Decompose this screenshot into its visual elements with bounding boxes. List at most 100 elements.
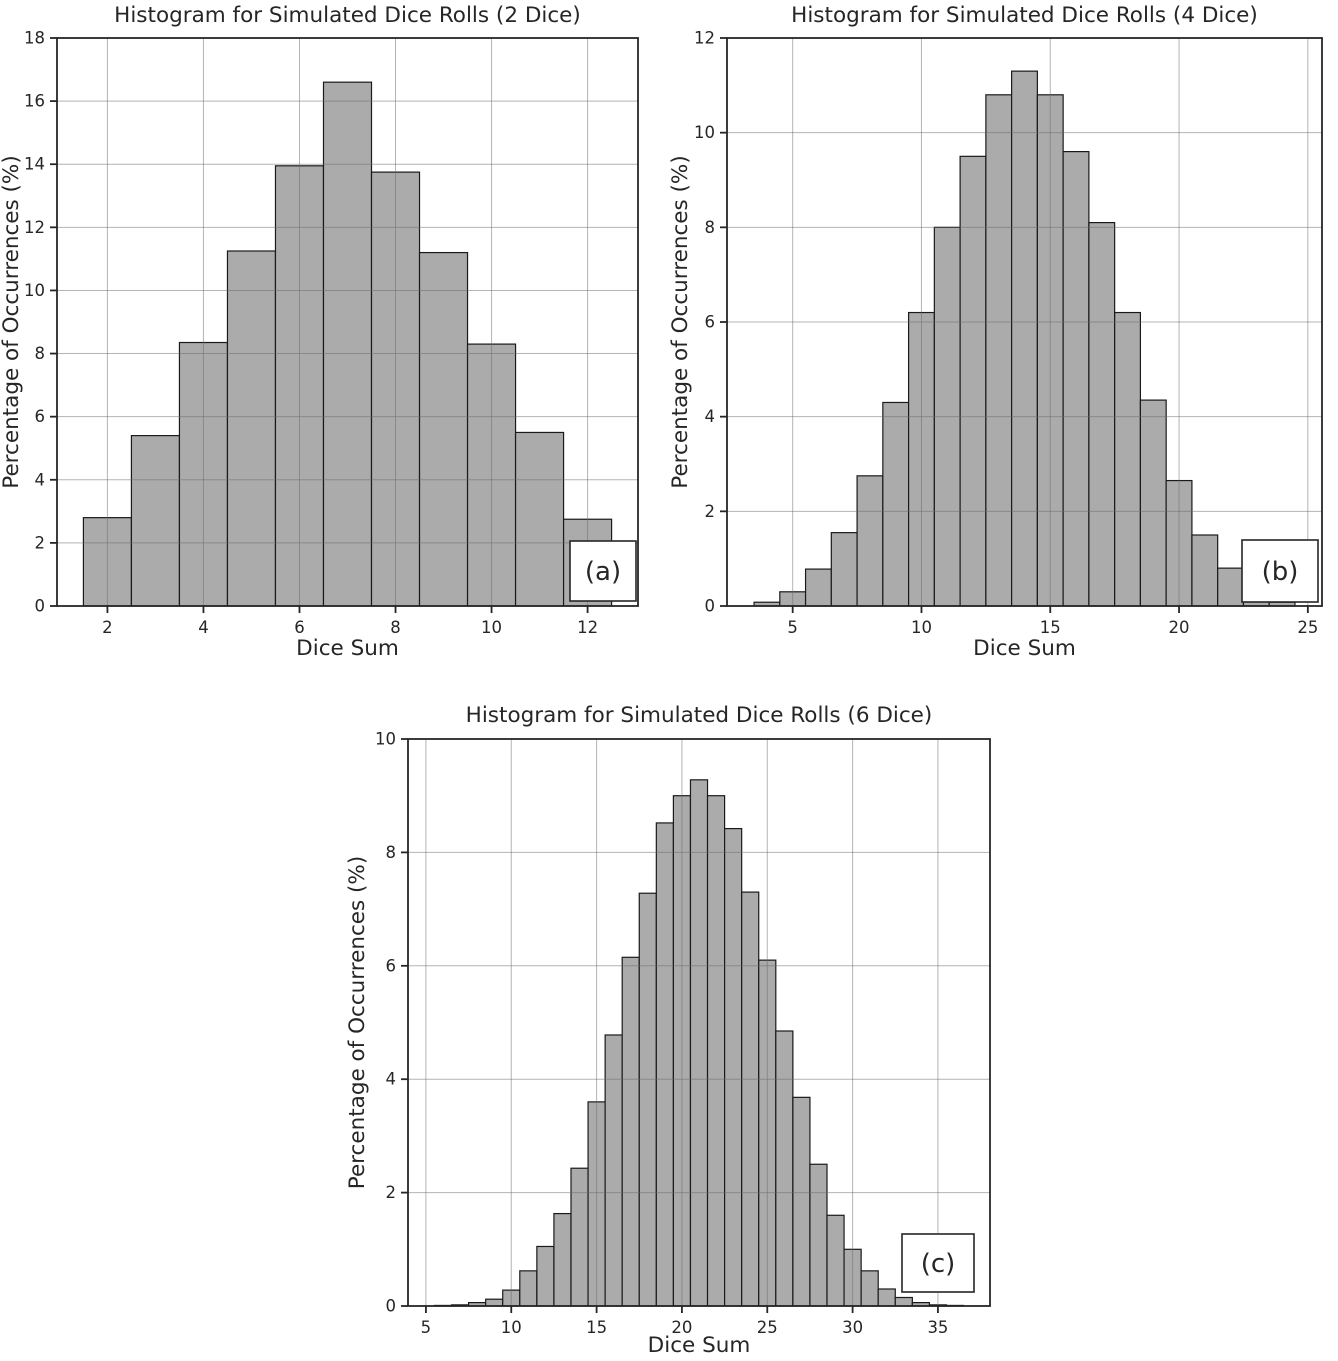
histogram-bar — [638, 892, 657, 1307]
x-tick-label: 30 — [842, 1318, 863, 1337]
bars-group — [433, 779, 965, 1307]
histogram-bar — [1191, 534, 1219, 607]
tick-labels: 5 10 15 20 25 30 35 0 2 4 6 8 10 — [375, 730, 948, 1338]
y-tick-label: 6 — [35, 407, 46, 426]
histogram-bar — [804, 568, 832, 607]
y-tick-label: 4 — [705, 407, 716, 426]
x-axis-label: Dice Sum — [296, 636, 399, 661]
histogram-bar — [959, 155, 987, 607]
histogram-bar — [1011, 70, 1038, 607]
y-tick-label: 8 — [386, 843, 397, 862]
y-tick-label: 14 — [24, 155, 45, 174]
y-tick-label: 0 — [386, 1297, 397, 1316]
histogram-6-dice: 5 10 15 20 25 30 35 0 2 4 6 8 10 Histogram for Simula… — [345, 703, 991, 1358]
y-tick-label: 2 — [705, 502, 716, 521]
x-tick-label: 2 — [102, 618, 113, 637]
x-axis-label: Dice Sum — [648, 1333, 751, 1358]
histogram-bar — [894, 1296, 913, 1307]
x-tick-label: 15 — [1040, 618, 1061, 637]
chart-title: Histogram for Simulated Dice Rolls (4 Di… — [791, 3, 1258, 28]
y-tick-label: 6 — [386, 956, 397, 975]
x-tick-label: 8 — [390, 618, 401, 637]
histogram-bar — [724, 827, 743, 1307]
histogram-bar — [741, 891, 760, 1307]
y-tick-label: 12 — [24, 218, 45, 237]
histogram-bar — [826, 1214, 845, 1307]
x-axis-label: Dice Sum — [973, 636, 1076, 661]
panel-label: (b) — [1262, 557, 1299, 587]
histogram-bar — [1139, 399, 1167, 607]
grid — [727, 37, 1322, 607]
histogram-bar — [130, 435, 181, 607]
histogram-bar — [570, 1167, 589, 1307]
histogram-bar — [226, 250, 277, 607]
y-tick-label: 10 — [375, 730, 396, 749]
histogram-bar — [775, 1030, 794, 1307]
panel-label-box — [569, 540, 637, 602]
y-tick-label: 12 — [694, 29, 715, 48]
bars-group — [753, 70, 1296, 607]
y-tick-label: 10 — [24, 281, 45, 300]
histogram-bar — [514, 431, 565, 607]
panel-label: (c) — [921, 1249, 956, 1279]
histogram-bar — [621, 956, 640, 1307]
histogram-bar — [604, 1034, 623, 1307]
x-tick-label: 10 — [911, 618, 932, 637]
histogram-bar — [1062, 151, 1090, 607]
tick-labels: 5 10 15 20 25 0 2 4 6 8 10 12 — [694, 29, 1318, 638]
y-tick-label: 0 — [35, 597, 46, 616]
grid — [408, 738, 990, 1307]
histogram-bar — [1088, 222, 1116, 607]
y-tick-label: 10 — [694, 123, 715, 142]
y-tick-label: 8 — [35, 344, 46, 363]
histogram-bar — [689, 779, 709, 1307]
x-tick-label: 10 — [481, 618, 502, 637]
panel-label-box — [901, 1233, 975, 1293]
y-tick-label: 18 — [24, 29, 45, 48]
x-tick-label: 12 — [577, 618, 598, 637]
x-tick-label: 4 — [198, 618, 209, 637]
y-axis-label: Percentage of Occurrences (%) — [669, 155, 693, 489]
histogram-bar — [519, 1270, 538, 1307]
histogram-bar — [418, 251, 469, 607]
x-tick-label: 20 — [671, 1318, 692, 1337]
x-tick-label: 15 — [586, 1318, 607, 1337]
chart-title: Histogram for Simulated Dice Rolls (2 Di… — [114, 3, 581, 28]
histogram-bar — [830, 532, 858, 607]
histogram-bar — [322, 81, 373, 607]
histogram-bar — [536, 1245, 555, 1307]
panel-label-box — [1241, 539, 1319, 603]
x-tick-label: 25 — [757, 1318, 778, 1337]
y-tick-label: 0 — [705, 597, 716, 616]
y-tick-label: 2 — [386, 1183, 397, 1202]
histogram-2-dice: 2 4 6 8 10 12 0 2 4 6 8 10 12 14 16 18 Histogram for Sim… — [0, 3, 639, 661]
y-axis-label: Percentage of Occurrences (%) — [0, 155, 24, 489]
histogram-bar — [856, 475, 884, 607]
histogram-bar — [1114, 311, 1142, 607]
x-tick-label: 35 — [927, 1318, 948, 1337]
y-tick-label: 4 — [35, 470, 46, 489]
histogram-bar — [1217, 567, 1245, 607]
histogram-bar — [792, 1096, 811, 1307]
tick-marks — [720, 37, 1309, 613]
histogram-bar — [485, 1298, 504, 1307]
histogram-bar — [882, 401, 910, 607]
histogram-bar — [553, 1212, 572, 1307]
y-tick-label: 8 — [705, 218, 716, 237]
axes-spines — [56, 37, 639, 607]
histogram-bar — [809, 1163, 828, 1307]
grid — [57, 37, 638, 607]
histogram-4-dice: 5 10 15 20 25 0 2 4 6 8 10 12 Histogram for Simulate… — [669, 3, 1323, 661]
y-tick-label: 2 — [35, 533, 46, 552]
y-tick-label: 6 — [705, 313, 716, 332]
y-axis-label: Percentage of Occurrences (%) — [345, 856, 370, 1190]
tick-marks — [50, 37, 589, 613]
histogram-bar — [860, 1270, 879, 1307]
y-tick-label: 4 — [386, 1070, 397, 1089]
histogram-bar — [985, 94, 1013, 607]
x-tick-label: 25 — [1297, 618, 1318, 637]
histogram-bar — [706, 795, 726, 1307]
panel-label: (a) — [585, 557, 621, 587]
x-tick-label: 20 — [1169, 618, 1190, 637]
